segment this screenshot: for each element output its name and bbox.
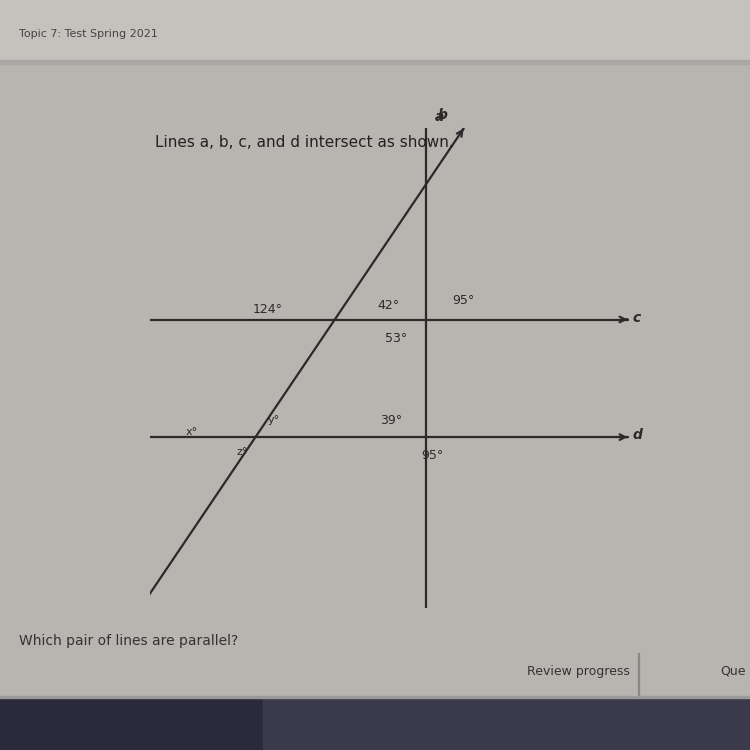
- Text: pe here to search: pe here to search: [15, 718, 100, 729]
- Text: Review progress: Review progress: [527, 664, 630, 678]
- Text: b: b: [438, 108, 448, 122]
- Text: 39°: 39°: [380, 413, 402, 427]
- Text: Que: Que: [720, 664, 746, 678]
- Bar: [0, 698, 262, 750]
- Text: 95°: 95°: [422, 449, 443, 462]
- Text: 42°: 42°: [377, 299, 400, 312]
- Text: 95°: 95°: [452, 295, 475, 307]
- Bar: [0, 60, 750, 64]
- Bar: [0, 696, 750, 698]
- Text: c: c: [632, 310, 640, 325]
- Text: a: a: [435, 110, 444, 124]
- Bar: [0, 0, 750, 60]
- Text: d: d: [632, 428, 642, 442]
- Bar: [0, 698, 750, 750]
- Text: y°: y°: [268, 415, 280, 425]
- Text: Which pair of lines are parallel?: Which pair of lines are parallel?: [19, 634, 238, 648]
- Text: 53°: 53°: [385, 332, 406, 344]
- Bar: [262, 698, 750, 750]
- Text: x°: x°: [186, 427, 198, 437]
- Text: z°: z°: [237, 447, 248, 457]
- Text: Lines a, b, c, and d intersect as shown.: Lines a, b, c, and d intersect as shown.: [154, 135, 454, 150]
- Text: Topic 7: Test Spring 2021: Topic 7: Test Spring 2021: [19, 28, 158, 39]
- Text: 124°: 124°: [253, 304, 283, 316]
- Bar: [638, 652, 639, 698]
